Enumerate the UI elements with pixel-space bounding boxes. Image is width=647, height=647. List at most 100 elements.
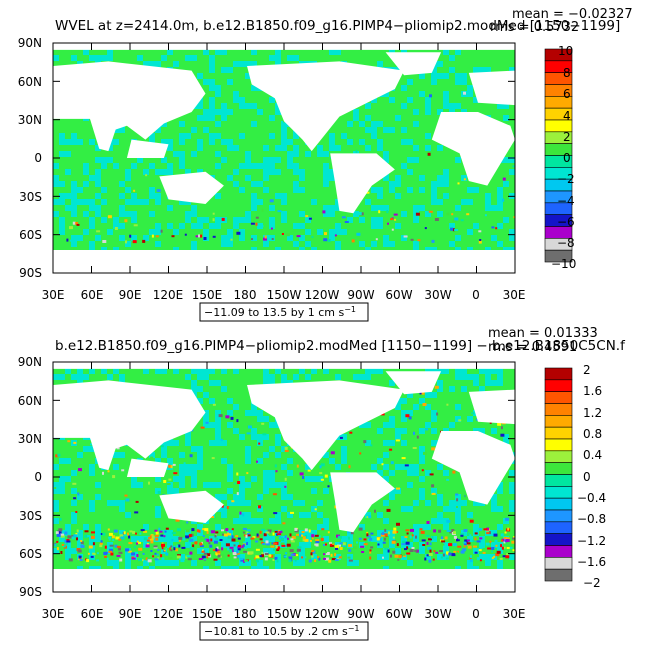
anomaly-cell	[72, 482, 77, 485]
ocean-cell	[251, 518, 257, 524]
ocean-cell	[509, 470, 515, 476]
anomaly-cell	[425, 534, 430, 537]
anomaly-cell	[125, 240, 127, 244]
ocean-cell	[119, 127, 125, 133]
ocean-cell	[365, 103, 371, 109]
ocean-cell	[71, 548, 77, 554]
ocean-cell	[263, 482, 269, 488]
ocean-cell	[389, 380, 395, 386]
ocean-cell	[161, 446, 167, 452]
ocean-cell	[53, 163, 59, 169]
anomaly-cell	[329, 544, 334, 547]
anomaly-cell	[160, 445, 164, 448]
ocean-cell	[509, 67, 515, 73]
longitude-axis: 30E 60E 90E 120E 150E 180 150W 120W 90W …	[42, 43, 525, 302]
anomaly-cell	[106, 557, 109, 561]
ocean-cell	[431, 518, 437, 524]
ocean-cell	[365, 512, 371, 518]
ocean-cell	[71, 193, 77, 199]
anomaly-cell	[361, 551, 365, 553]
ocean-cell	[437, 380, 443, 386]
lon-tick-label: 120W	[305, 288, 340, 302]
lon-tick-label: 60E	[81, 607, 104, 621]
ocean-cell	[383, 175, 389, 181]
anomaly-cell	[280, 542, 285, 546]
ocean-cell	[491, 205, 497, 211]
anomaly-cell	[495, 544, 498, 547]
ocean-cell	[443, 91, 449, 97]
ocean-cell	[281, 133, 287, 139]
ocean-cell	[215, 193, 221, 199]
anomaly-cell	[216, 546, 219, 550]
ocean-cell	[89, 223, 95, 229]
lat-tick-label: 30S	[19, 509, 42, 523]
ocean-cell	[161, 452, 167, 458]
ocean-cell	[113, 127, 119, 133]
anomaly-cell	[378, 210, 381, 214]
ocean-cell	[323, 368, 329, 374]
anomaly-cell	[243, 534, 247, 537]
anomaly-cell	[92, 542, 95, 546]
ocean-cell	[149, 193, 155, 199]
anomaly-cell	[314, 508, 317, 511]
ocean-cell	[449, 422, 455, 428]
anomaly-cell	[369, 537, 373, 541]
ocean-cell	[437, 181, 443, 187]
ocean-cell	[281, 217, 287, 223]
anomaly-cell	[421, 469, 424, 472]
ocean-cell	[377, 428, 383, 434]
ocean-cell	[71, 205, 77, 211]
anomaly-cell	[463, 545, 466, 548]
anomaly-cell	[116, 554, 121, 557]
ocean-cell	[227, 67, 233, 73]
ocean-cell	[59, 530, 65, 536]
lon-tick-label: 150W	[267, 288, 302, 302]
ocean-cell	[455, 374, 461, 380]
anomaly-cell	[206, 530, 209, 534]
ocean-cell	[497, 187, 503, 193]
anomaly-cell	[463, 91, 466, 95]
lon-tick-label: 90E	[119, 288, 142, 302]
anomaly-cell	[419, 528, 423, 531]
anomaly-cell	[210, 516, 215, 518]
ocean-cell	[401, 464, 407, 470]
ocean-cell	[371, 127, 377, 133]
anomaly-cell	[502, 198, 505, 202]
anomaly-cell	[58, 528, 63, 532]
anomaly-cell	[145, 557, 148, 561]
anomaly-cell	[242, 531, 245, 534]
ocean-cell	[65, 151, 71, 157]
anomaly-cell	[284, 450, 289, 452]
anomaly-cell	[90, 555, 94, 558]
anomaly-cell	[382, 531, 384, 535]
anomaly-cell	[284, 535, 287, 539]
anomaly-cell	[133, 189, 136, 192]
ocean-cell	[395, 488, 401, 494]
ocean-cell	[131, 163, 137, 169]
anomaly-cell	[327, 239, 331, 242]
ocean-cell	[269, 217, 275, 223]
anomaly-cell	[173, 472, 178, 475]
anomaly-cell	[334, 559, 339, 561]
anomaly-cell	[136, 554, 139, 557]
ocean-cell	[473, 500, 479, 506]
ocean-cell	[167, 488, 173, 494]
anomaly-cell	[207, 553, 211, 557]
anomaly-cell	[426, 521, 430, 524]
ocean-cell	[491, 500, 497, 506]
ocean-cell	[233, 61, 239, 67]
ocean-cell	[107, 55, 113, 61]
anomaly-cell	[175, 518, 180, 522]
anomaly-cell	[511, 540, 515, 544]
anomaly-cell	[301, 531, 305, 533]
ocean-cell	[233, 404, 239, 410]
anomaly-cell	[509, 546, 513, 549]
ocean-cell	[245, 61, 251, 67]
anomaly-cell	[67, 440, 71, 443]
ocean-cell	[269, 223, 275, 229]
ocean-cell	[323, 488, 329, 494]
colorbar	[544, 48, 573, 263]
anomaly-cell	[56, 547, 59, 551]
lon-tick-label: 30E	[42, 288, 65, 302]
ocean-cell	[191, 446, 197, 452]
